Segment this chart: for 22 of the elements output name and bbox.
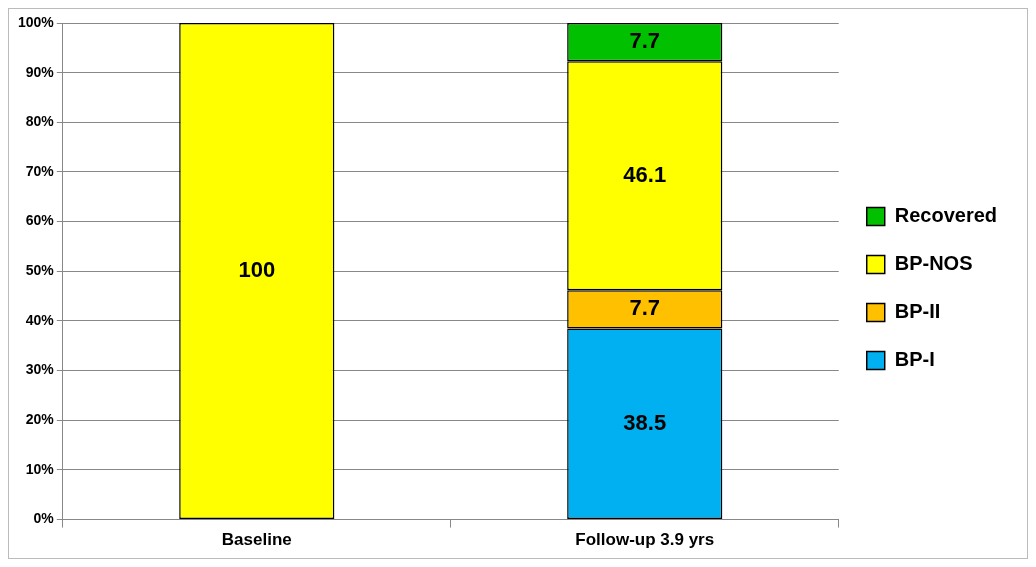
- data-label: 7.7: [629, 295, 661, 321]
- y-tick-label: 10%: [25, 460, 55, 477]
- y-tick-label: 60%: [25, 212, 55, 229]
- y-tick-label: 0%: [33, 510, 55, 527]
- y-tick-label: 40%: [25, 311, 55, 328]
- legend-label: BP-I: [894, 348, 935, 371]
- data-label: 38.5: [623, 409, 667, 435]
- y-tick-label: 20%: [25, 411, 55, 428]
- y-tick-label: 90%: [25, 63, 55, 80]
- legend-label: BP-NOS: [894, 252, 973, 275]
- y-tick-label: 70%: [25, 162, 55, 179]
- data-label: 46.1: [623, 161, 667, 187]
- x-tick-label: Baseline: [221, 530, 292, 550]
- data-label: 100: [238, 257, 276, 283]
- data-label: 7.7: [629, 28, 661, 54]
- y-tick-label: 80%: [25, 113, 55, 130]
- y-tick-label: 30%: [25, 361, 55, 378]
- legend-label: Recovered: [894, 204, 998, 227]
- y-tick-label: 100%: [17, 13, 55, 30]
- x-tick-label: Follow-up 3.9 yrs: [575, 530, 715, 550]
- legend-label: BP-II: [894, 300, 941, 323]
- y-tick-label: 50%: [25, 262, 55, 279]
